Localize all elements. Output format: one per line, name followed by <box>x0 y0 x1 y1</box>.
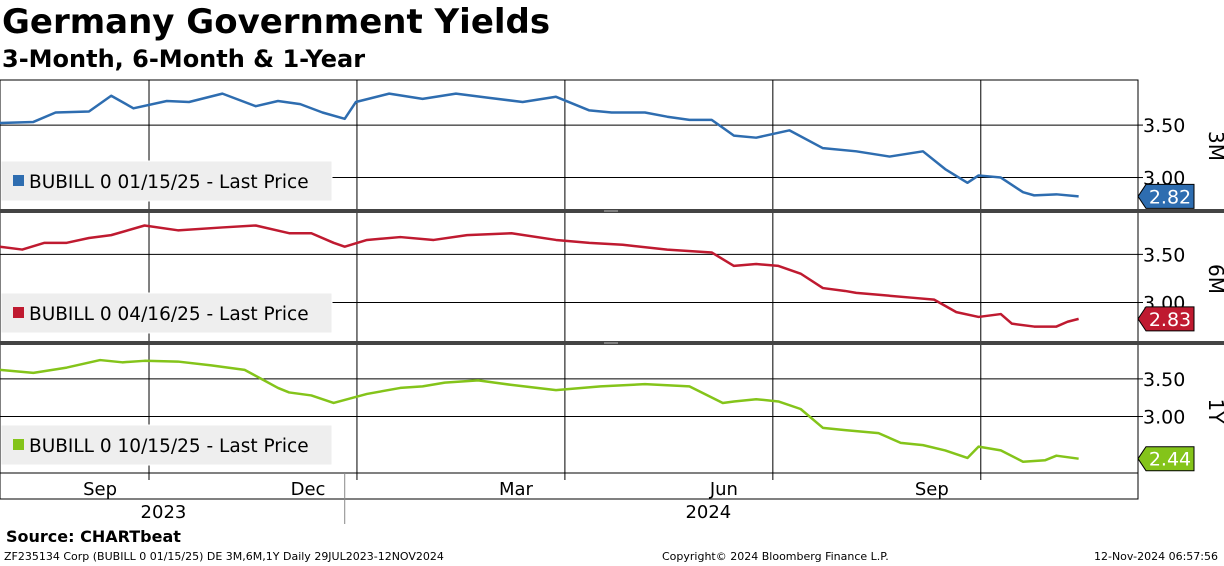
footer-timestamp: 12-Nov-2024 06:57:56 <box>1093 550 1218 563</box>
series-line-1Y <box>0 358 1079 463</box>
legend-box-1Y <box>0 424 333 466</box>
last-value-badge-3M <box>1137 183 1195 209</box>
legend-label-6M: BUBILL 0 04/16/25 - Last Price <box>29 304 309 325</box>
y-tick-label-1Y-0: 3.50 <box>1143 369 1185 391</box>
legend-label-1Y: BUBILL 0 10/15/25 - Last Price <box>29 436 309 457</box>
series-line-6M <box>0 224 1079 328</box>
last-value-label-1Y: 2.44 <box>1149 449 1191 471</box>
panel-tag-6M: 6M <box>1204 264 1224 294</box>
source-label: Source: CHARTbeat <box>6 527 181 546</box>
plot-frame <box>0 79 1139 500</box>
footer-copyright: Copyright© 2024 Bloomberg Finance L.P. <box>662 550 889 563</box>
last-value-label-3M: 2.82 <box>1149 186 1191 208</box>
chart-title: Germany Government Yields <box>2 2 551 42</box>
legend-box-3M <box>0 160 333 202</box>
x-tick-label-1: Dec <box>291 479 326 500</box>
y-tick-label-3M-0: 3.50 <box>1143 115 1185 137</box>
legend-swatch-1Y <box>13 439 24 450</box>
legend-label-3M: BUBILL 0 01/15/25 - Last Price <box>29 172 309 193</box>
x-tick-label-0: Sep <box>83 479 117 500</box>
x-year-label-0: 2023 <box>141 502 187 523</box>
last-value-badge-1Y <box>1137 446 1195 472</box>
x-tick-label-4: Sep <box>915 479 949 500</box>
panel-tag-1Y: 1Y <box>1204 399 1224 425</box>
legend-swatch-3M <box>13 175 24 186</box>
y-tick-label-6M-0: 3.50 <box>1143 244 1185 266</box>
series-line-3M <box>0 92 1079 198</box>
x-tick-label-2: Mar <box>499 479 534 500</box>
last-value-badge-6M <box>1137 306 1195 332</box>
y-tick-label-1Y-1: 3.00 <box>1143 407 1185 429</box>
panel-tag-3M: 3M <box>1204 131 1224 161</box>
legend-box-6M <box>0 292 333 334</box>
x-tick-label-3: Jun <box>709 479 738 500</box>
last-value-label-6M: 2.83 <box>1149 309 1191 331</box>
legend-swatch-6M <box>13 307 24 318</box>
chart-subtitle: 3-Month, 6-Month & 1-Year <box>2 45 366 73</box>
footer-ticker-info: ZF235134 Corp (BUBILL 0 01/15/25) DE 3M,… <box>4 550 444 563</box>
x-year-label-1: 2024 <box>685 502 731 523</box>
